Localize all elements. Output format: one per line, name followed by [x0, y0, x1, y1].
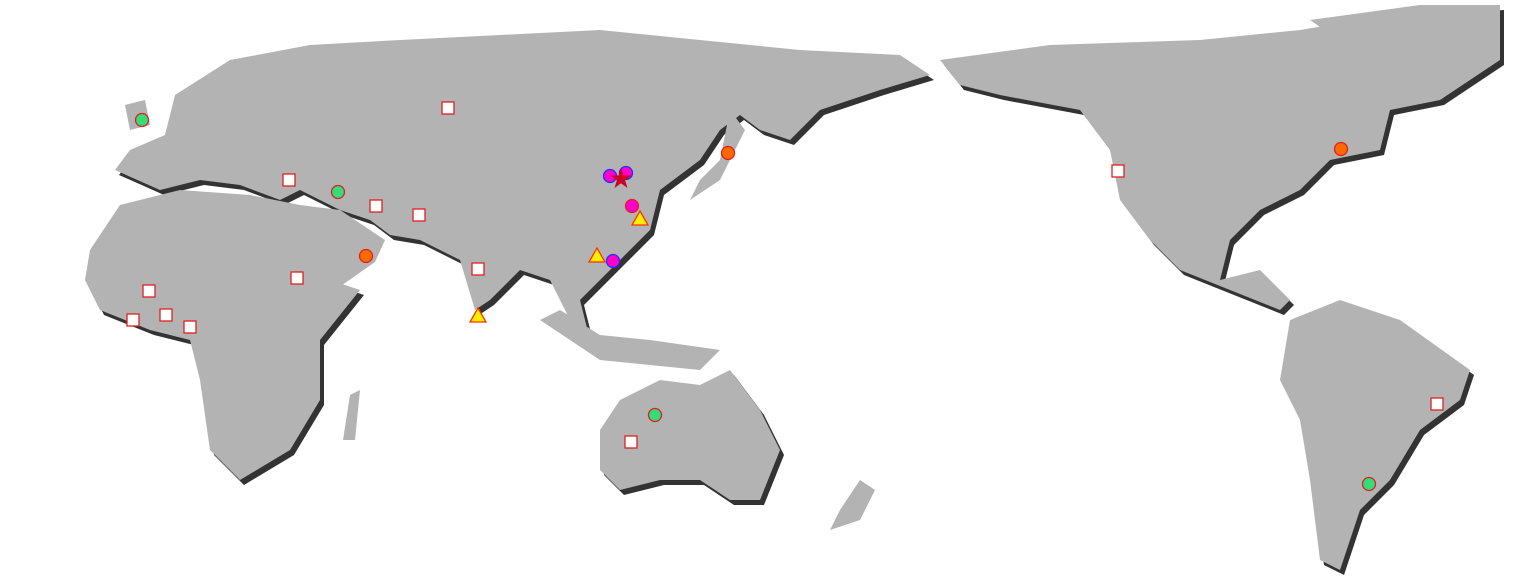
magenta-circle-blue-marker[interactable]: [605, 253, 621, 269]
square-marker[interactable]: [142, 284, 156, 298]
triangle-marker[interactable]: [630, 209, 650, 226]
green-circle-marker[interactable]: [134, 112, 150, 128]
square-marker[interactable]: [1111, 164, 1125, 178]
square-marker[interactable]: [412, 208, 426, 222]
square-marker[interactable]: [1430, 397, 1444, 411]
square-marker[interactable]: [369, 199, 383, 213]
triangle-marker[interactable]: [587, 246, 607, 263]
magenta-circle-red-marker[interactable]: [624, 198, 640, 214]
green-circle-marker[interactable]: [647, 407, 663, 423]
north-america: [940, 5, 1500, 310]
orange-circle-marker[interactable]: [358, 248, 374, 264]
orange-circle-marker[interactable]: [1333, 141, 1349, 157]
australia: [600, 370, 780, 500]
square-marker[interactable]: [624, 435, 638, 449]
orange-circle-marker[interactable]: [720, 145, 736, 161]
africa: [85, 190, 360, 480]
star-marker[interactable]: [610, 167, 632, 188]
markers: [126, 101, 1444, 492]
square-marker[interactable]: [126, 313, 140, 327]
indonesia: [540, 310, 720, 370]
square-marker[interactable]: [282, 173, 296, 187]
new-zealand: [830, 480, 875, 530]
square-marker[interactable]: [290, 271, 304, 285]
arabia: [300, 205, 385, 290]
greenland: [1310, 5, 1500, 100]
green-circle-marker[interactable]: [1361, 476, 1377, 492]
triangle-marker[interactable]: [468, 306, 488, 323]
green-circle-marker[interactable]: [330, 184, 346, 200]
south-america: [1280, 300, 1470, 570]
madagascar: [343, 390, 360, 440]
square-marker[interactable]: [441, 101, 455, 115]
land: [85, 5, 1500, 570]
square-marker[interactable]: [183, 320, 197, 334]
square-marker[interactable]: [159, 308, 173, 322]
square-marker[interactable]: [471, 262, 485, 276]
eurasia: [115, 30, 930, 340]
japan: [690, 110, 745, 200]
